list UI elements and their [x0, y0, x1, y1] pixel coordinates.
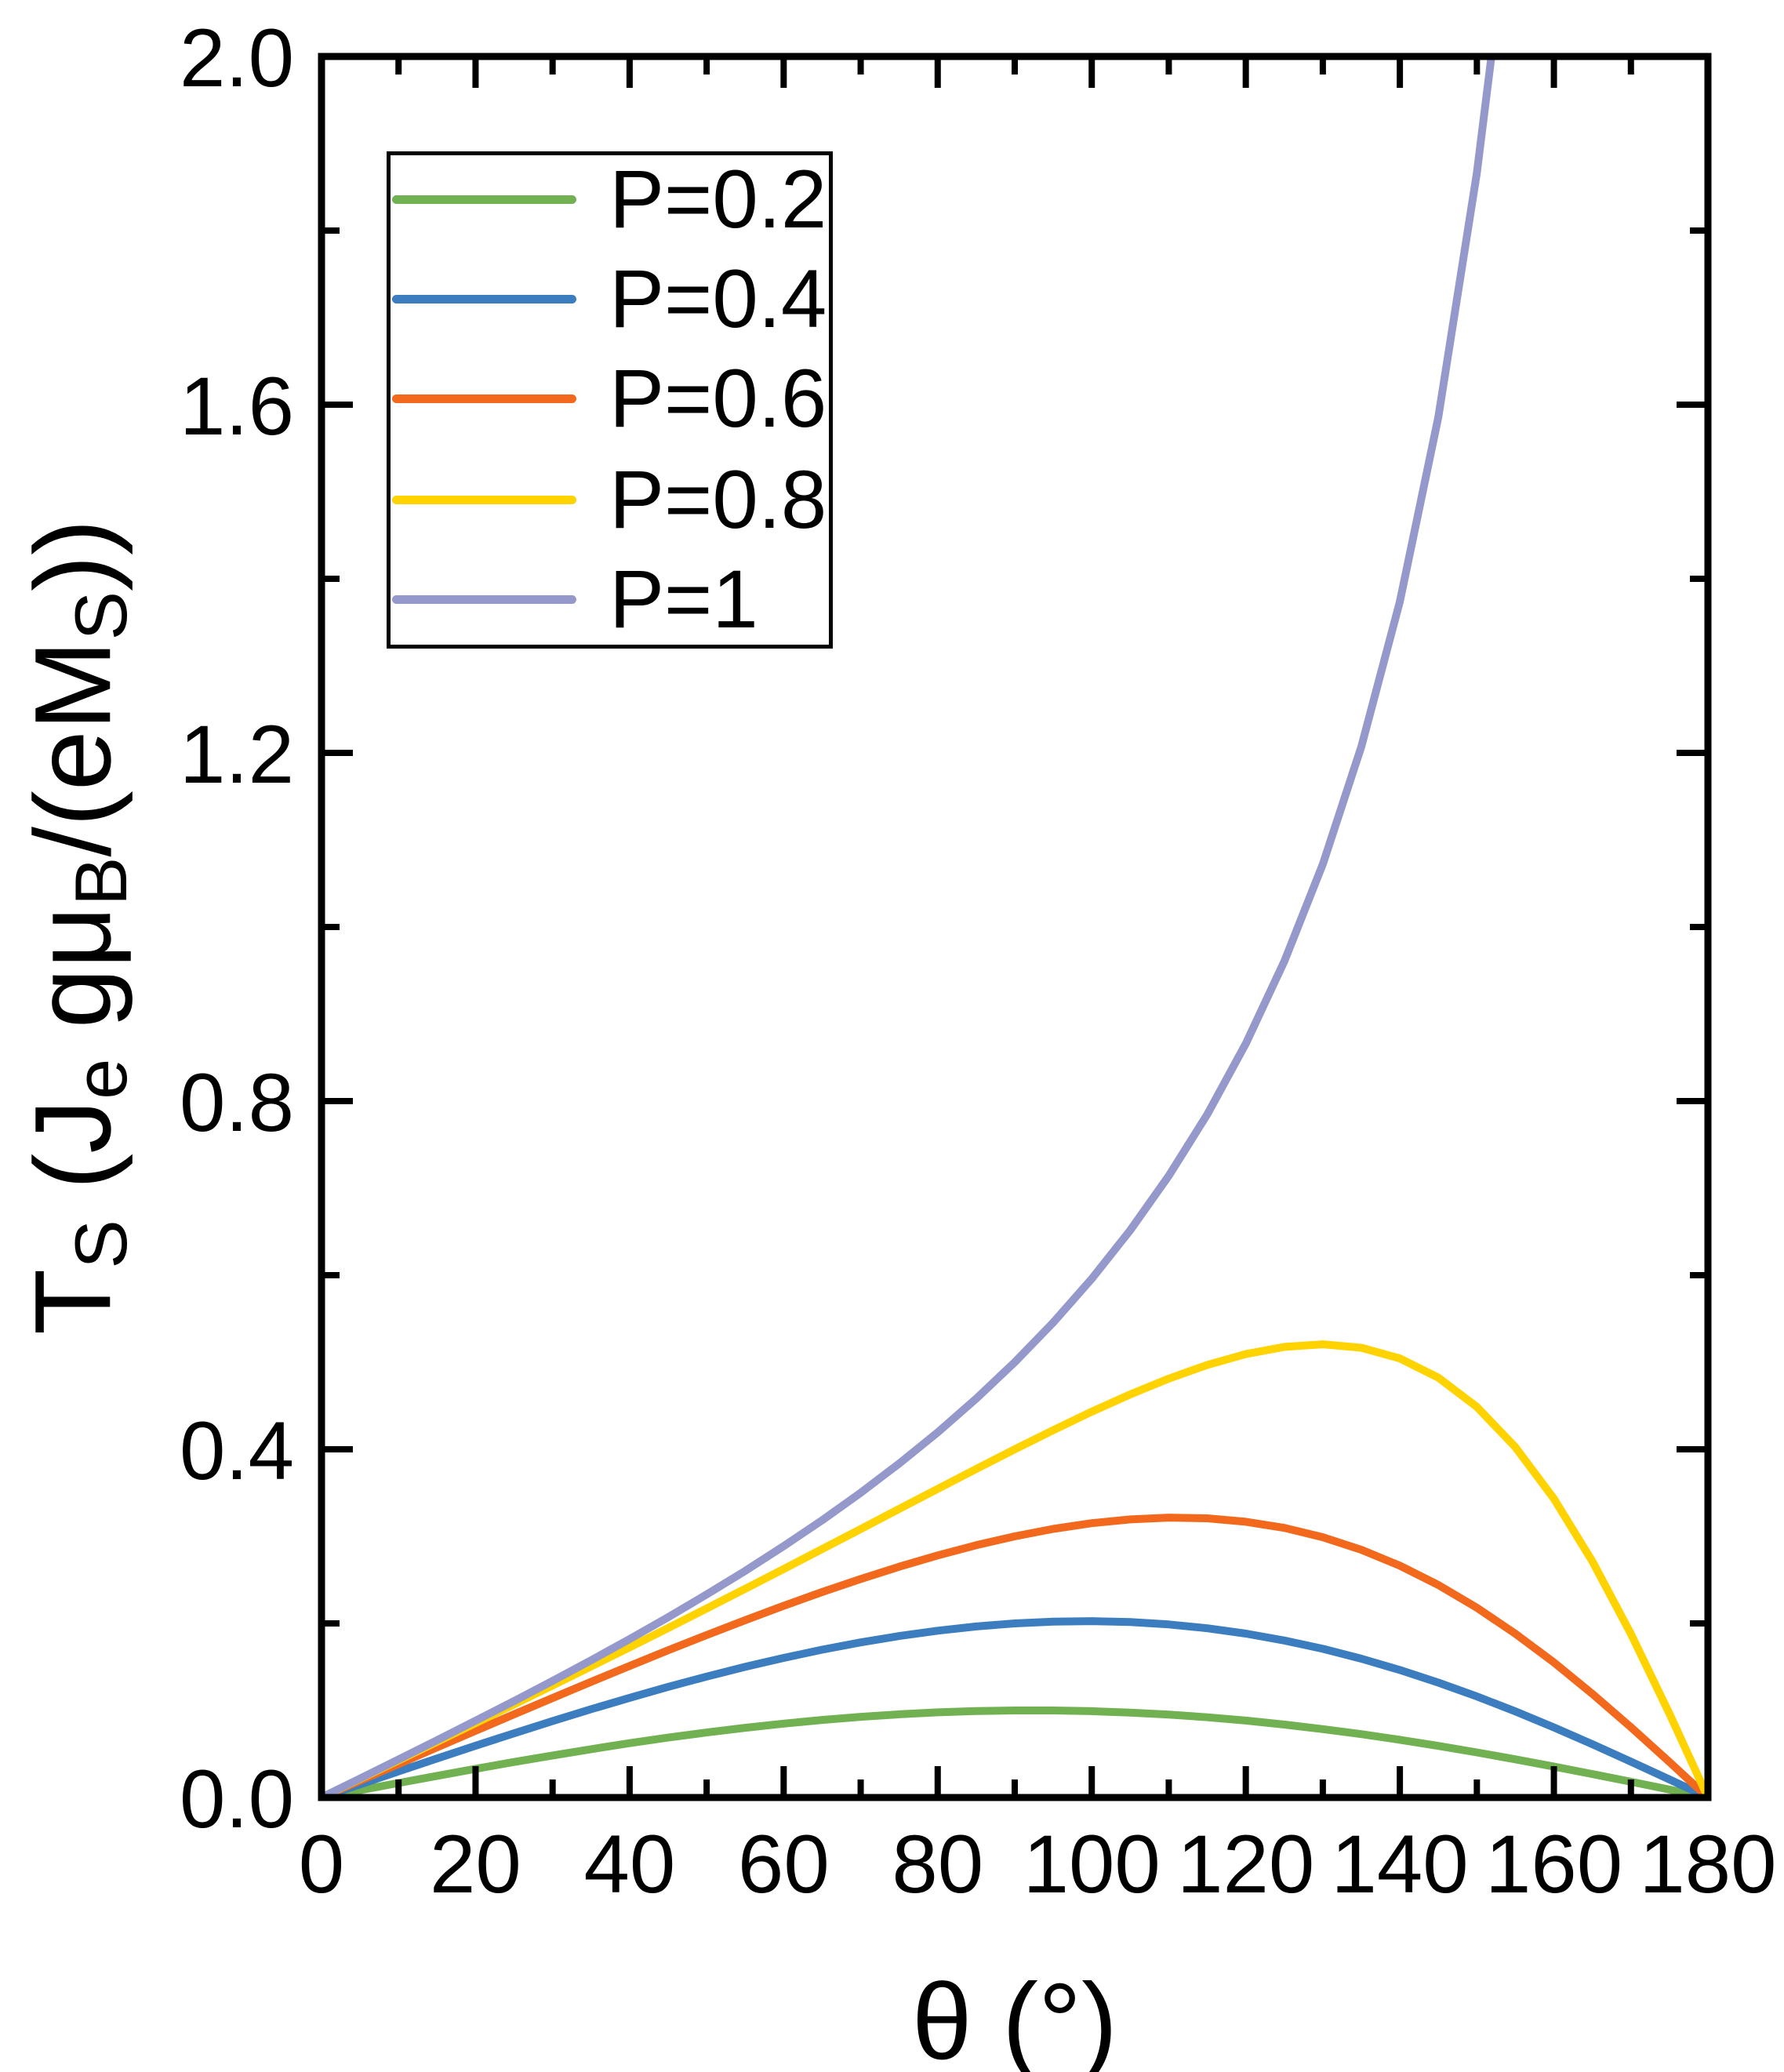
legend-item-p02: P=0.2 [391, 153, 829, 245]
legend-label-p04: P=0.4 [609, 253, 827, 345]
x-tick-label-80: 80 [892, 1819, 983, 1910]
x-tick-label-20: 20 [430, 1819, 521, 1910]
axis-label-subscript: S [59, 1220, 142, 1269]
y-tick-label-0.4: 0.4 [180, 1405, 294, 1497]
x-tick-label-180: 180 [1639, 1819, 1776, 1910]
y-tick-label-0.0: 0.0 [180, 1754, 294, 1845]
legend-line-p1 [392, 594, 576, 604]
curve-p-0-2 [322, 1707, 1708, 1798]
legend-line-p06 [392, 394, 576, 403]
y-tick-label-1.6: 1.6 [180, 361, 294, 453]
curve-p-1 [322, 56, 1495, 1798]
legend-label-p02: P=0.2 [609, 153, 827, 245]
axis-label-text: (J [13, 1099, 134, 1220]
legend-line-p04 [392, 294, 576, 304]
curve-p-0-6 [322, 1514, 1708, 1798]
axis-label-text: θ (°) [911, 1961, 1118, 2072]
legend-item-p06: P=0.6 [391, 352, 829, 445]
legend-item-p04: P=0.4 [391, 258, 829, 340]
legend-item-p1: P=1 [391, 553, 829, 645]
y-tick-label-0.8: 0.8 [180, 1057, 294, 1149]
axis-label-text: /(eM [13, 640, 134, 857]
y-axis-label: TS (Je gμB/(eMS)) [13, 519, 142, 1335]
curve-p-0-8 [322, 1340, 1708, 1798]
x-tick-label-140: 140 [1332, 1819, 1469, 1910]
x-tick-label-160: 160 [1485, 1819, 1622, 1910]
axis-label-subscript: e [59, 1058, 142, 1100]
axis-label-text: )) [13, 518, 134, 591]
x-axis-label: θ (°) [912, 1968, 1117, 2072]
axis-label-subscript: B [59, 856, 142, 907]
x-tick-label-40: 40 [583, 1819, 675, 1910]
axis-label-text: gμ [13, 906, 134, 1059]
legend-box: P=0.2 P=0.4 P=0.6 P=0.8 P=1 [387, 151, 833, 649]
axis-label-text: T [13, 1268, 134, 1336]
axis-label-subscript: S [59, 591, 142, 641]
legend-label-p08: P=0.8 [609, 453, 827, 546]
legend-label-p1: P=1 [609, 553, 758, 645]
legend-label-p06: P=0.6 [609, 352, 827, 445]
x-tick-label-100: 100 [1023, 1819, 1161, 1910]
x-tick-label-60: 60 [738, 1819, 830, 1910]
y-tick-label-2.0: 2.0 [180, 13, 294, 104]
legend-line-p08 [392, 495, 576, 504]
curve-p-0-4 [322, 1617, 1708, 1798]
x-tick-label-0: 0 [299, 1819, 344, 1910]
legend-item-p08: P=0.8 [391, 453, 829, 546]
x-tick-label-120: 120 [1177, 1819, 1314, 1910]
y-tick-label-1.2: 1.2 [180, 709, 294, 801]
legend-line-p02 [392, 194, 576, 204]
